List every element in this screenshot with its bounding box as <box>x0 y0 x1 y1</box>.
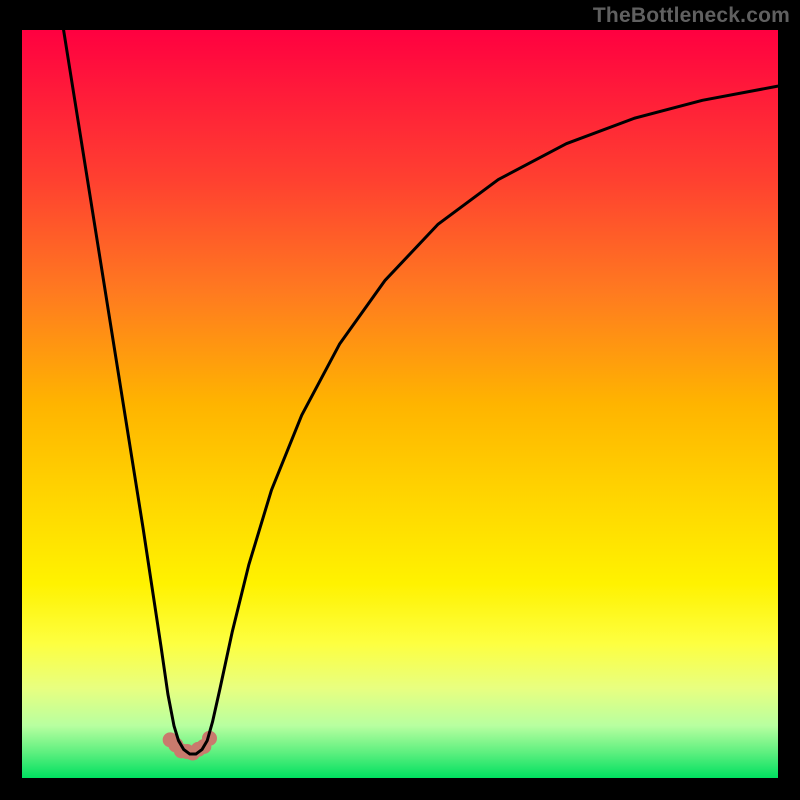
watermark-text: TheBottleneck.com <box>593 4 790 28</box>
gradient-background <box>22 30 778 778</box>
plot-area <box>22 30 778 778</box>
chart-svg <box>22 30 778 778</box>
chart-root: TheBottleneck.com <box>0 0 800 800</box>
